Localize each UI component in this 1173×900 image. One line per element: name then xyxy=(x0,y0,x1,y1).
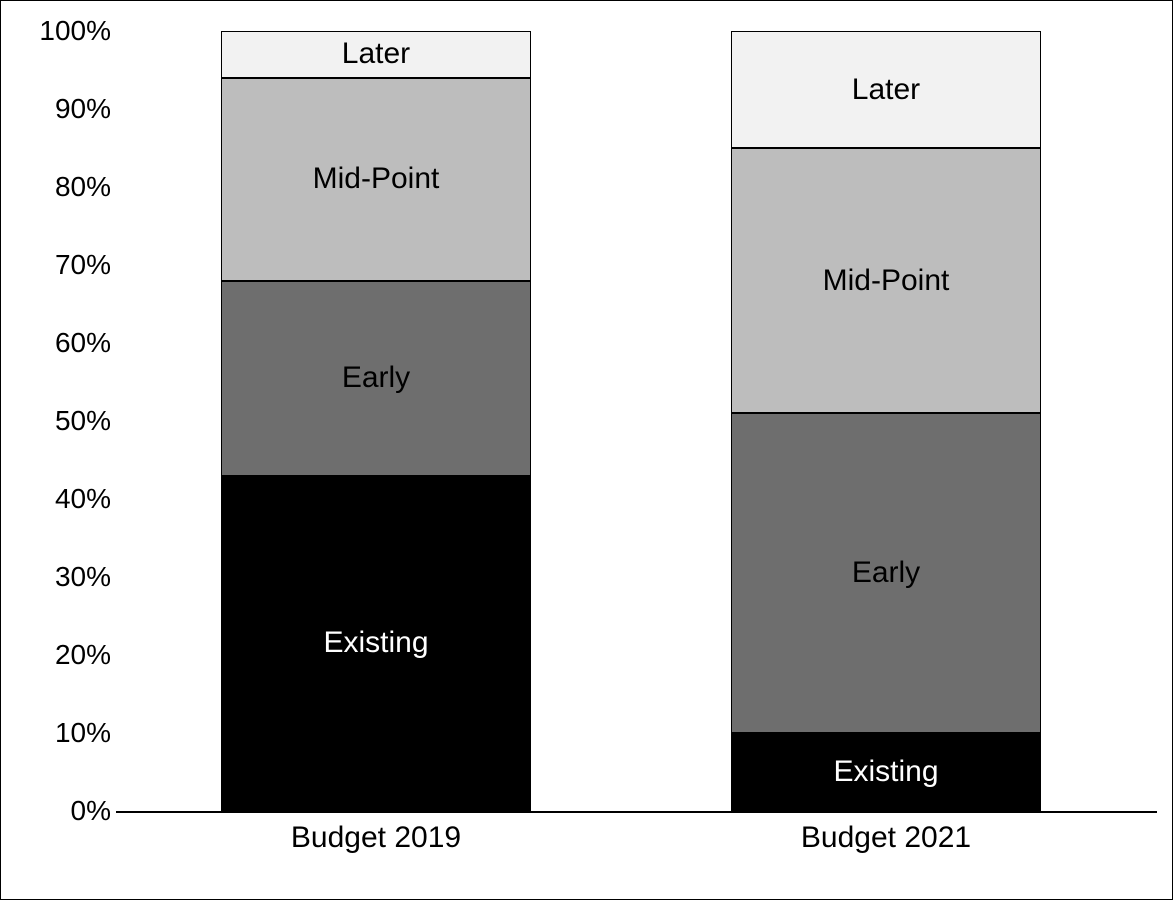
y-tick-100: 100% xyxy=(39,15,111,47)
plot-area: Existing Early Mid-Point Later Existing … xyxy=(131,31,1141,811)
x-label-budget-2019: Budget 2019 xyxy=(221,821,531,855)
segment-label: Existing xyxy=(323,626,428,660)
y-tick-60: 60% xyxy=(55,327,111,359)
x-label-budget-2021: Budget 2021 xyxy=(731,821,1041,855)
segment-label: Existing xyxy=(833,755,938,789)
segment-label: Mid-Point xyxy=(823,264,950,298)
bar-budget-2019: Existing Early Mid-Point Later xyxy=(221,31,531,811)
segment-2021-existing: Existing xyxy=(731,733,1041,811)
segment-label: Later xyxy=(342,37,410,71)
y-tick-90: 90% xyxy=(55,93,111,125)
segment-2019-midpoint: Mid-Point xyxy=(221,78,531,281)
y-tick-30: 30% xyxy=(55,561,111,593)
segment-2021-later: Later xyxy=(731,31,1041,148)
y-axis: 0% 10% 20% 30% 40% 50% 60% 70% 80% 90% 1… xyxy=(1,31,121,811)
y-tick-10: 10% xyxy=(55,717,111,749)
bar-budget-2021: Existing Early Mid-Point Later xyxy=(731,31,1041,811)
segment-2021-midpoint: Mid-Point xyxy=(731,148,1041,413)
y-tick-0: 0% xyxy=(71,795,111,827)
segment-label: Later xyxy=(852,73,920,107)
segment-2019-later: Later xyxy=(221,31,531,78)
y-tick-80: 80% xyxy=(55,171,111,203)
stacked-bar-chart: 0% 10% 20% 30% 40% 50% 60% 70% 80% 90% 1… xyxy=(0,0,1173,900)
segment-label: Mid-Point xyxy=(313,162,440,196)
y-tick-70: 70% xyxy=(55,249,111,281)
segment-label: Early xyxy=(342,361,410,395)
y-tick-50: 50% xyxy=(55,405,111,437)
y-tick-20: 20% xyxy=(55,639,111,671)
segment-label: Early xyxy=(852,556,920,590)
x-axis-baseline xyxy=(116,811,1157,813)
segment-2021-early: Early xyxy=(731,413,1041,733)
segment-2019-existing: Existing xyxy=(221,476,531,811)
segment-2019-early: Early xyxy=(221,281,531,476)
y-tick-40: 40% xyxy=(55,483,111,515)
